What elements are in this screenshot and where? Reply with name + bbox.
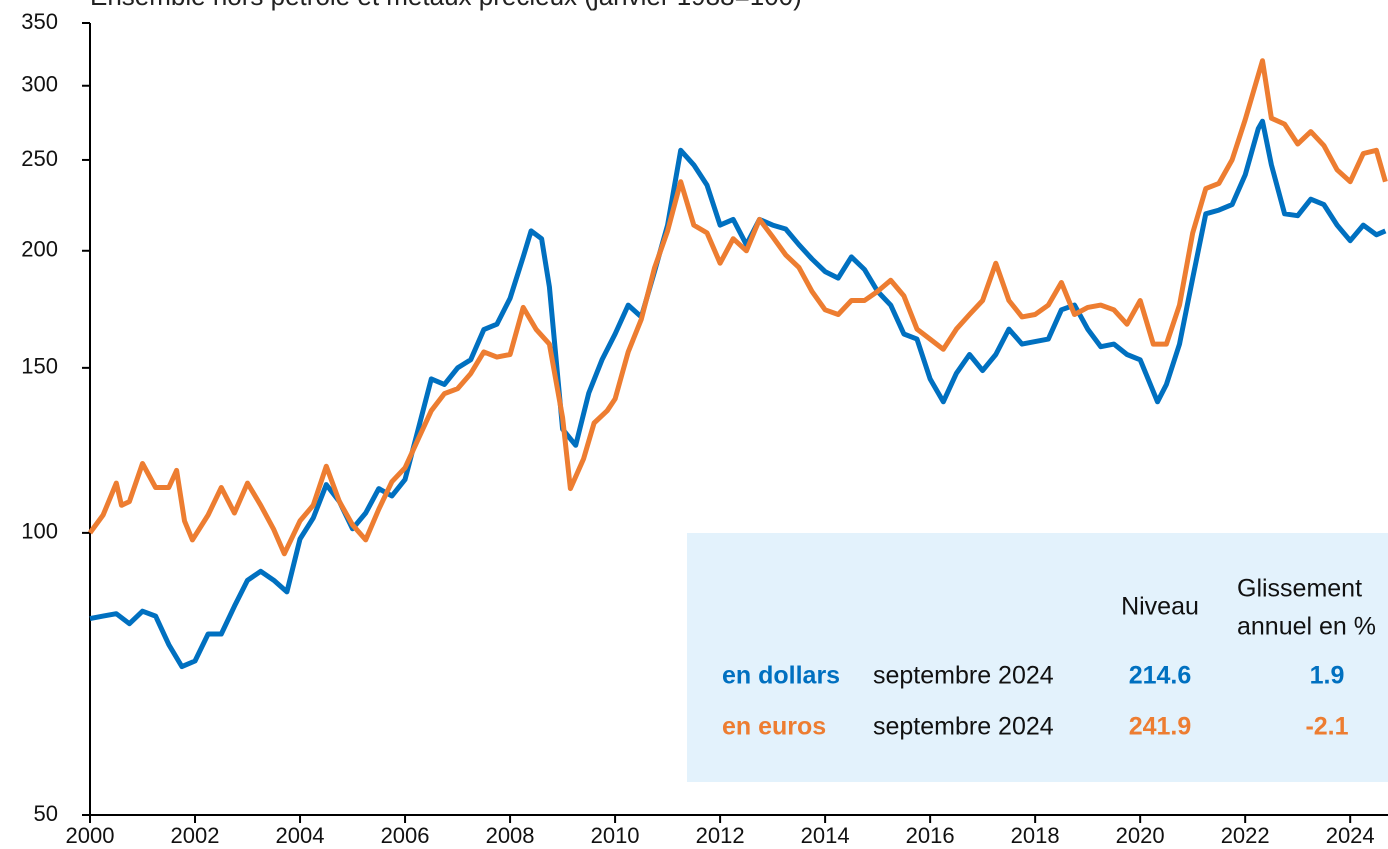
series-line bbox=[87, 58, 1388, 557]
x-tick-label: 2018 bbox=[1011, 823, 1060, 848]
x-tick-label: 2006 bbox=[381, 823, 430, 848]
x-tick-label: 2016 bbox=[906, 823, 955, 848]
row-change: 1.9 bbox=[1310, 662, 1345, 690]
x-tick-label: 2012 bbox=[696, 823, 745, 848]
x-tick-label: 2000 bbox=[66, 823, 115, 848]
y-tick-label: 250 bbox=[21, 146, 58, 171]
row-level: 214.6 bbox=[1129, 662, 1192, 690]
y-tick-label: 300 bbox=[21, 72, 58, 97]
row-change: -2.1 bbox=[1305, 713, 1348, 741]
y-tick-label: 200 bbox=[21, 237, 58, 262]
x-tick-label: 2020 bbox=[1116, 823, 1165, 848]
y-tick-label: 150 bbox=[21, 354, 58, 379]
series-line bbox=[89, 118, 1387, 670]
x-tick-label: 2010 bbox=[591, 823, 640, 848]
legend-box bbox=[687, 533, 1388, 782]
y-tick-label: 100 bbox=[21, 519, 58, 544]
row-date: septembre 2024 bbox=[873, 662, 1054, 690]
row-label: en euros bbox=[722, 713, 826, 741]
x-tick-label: 2014 bbox=[801, 823, 850, 848]
y-tick-label: 50 bbox=[34, 801, 58, 826]
table-header: Glissement bbox=[1237, 575, 1362, 603]
row-label: en dollars bbox=[722, 662, 840, 690]
x-tick-label: 2004 bbox=[276, 823, 325, 848]
x-tick-label: 2002 bbox=[171, 823, 220, 848]
table-header: annuel en % bbox=[1237, 613, 1376, 641]
x-tick-label: 2022 bbox=[1221, 823, 1270, 848]
x-tick-label: 2024 bbox=[1326, 823, 1375, 848]
row-level: 241.9 bbox=[1129, 713, 1192, 741]
table-header: Niveau bbox=[1121, 593, 1199, 621]
y-tick-label: 350 bbox=[21, 9, 58, 34]
row-date: septembre 2024 bbox=[873, 713, 1054, 741]
x-tick-label: 2008 bbox=[486, 823, 535, 848]
chart-title: Ensemble hors pétrole et métaux précieux… bbox=[90, 0, 802, 11]
